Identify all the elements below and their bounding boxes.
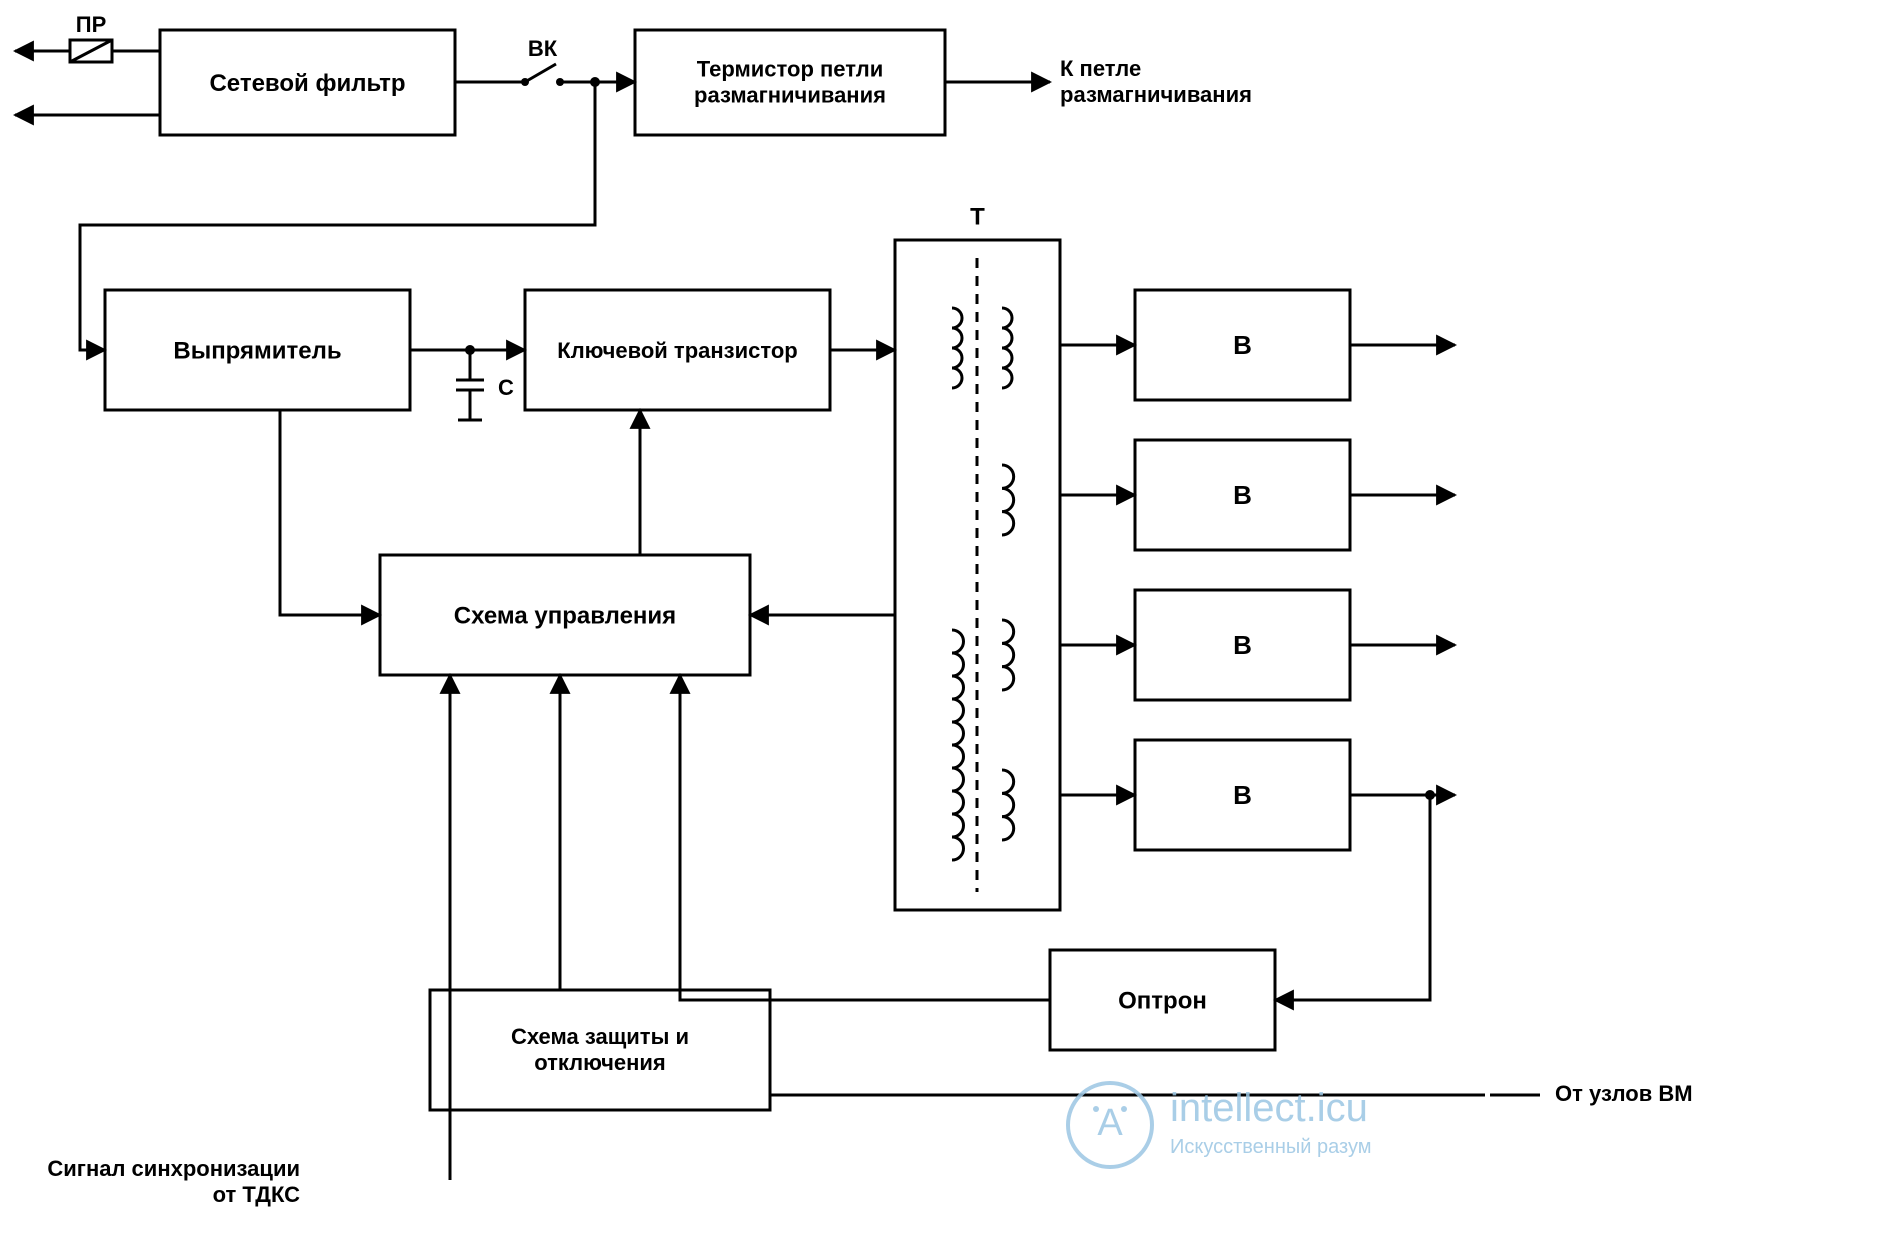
svg-text:ВК: ВК — [528, 36, 558, 61]
svg-text:В: В — [1233, 630, 1252, 660]
svg-text:Термистор петли: Термистор петли — [697, 56, 883, 81]
svg-text:Т: Т — [970, 203, 985, 230]
svg-text:От узлов ВМ: От узлов ВМ — [1555, 1081, 1693, 1106]
svg-text:Оптрон: Оптрон — [1118, 987, 1207, 1014]
svg-text:Ключевой транзистор: Ключевой транзистор — [557, 338, 797, 363]
svg-text:Сигнал синхронизации: Сигнал синхронизации — [47, 1156, 300, 1181]
block-diagram: Сетевой фильтрТермистор петлиразмагничив… — [0, 0, 1896, 1260]
watermark-brand: intellect.icu — [1170, 1086, 1368, 1130]
svg-text:К петле: К петле — [1060, 56, 1141, 81]
switch-blade — [525, 64, 556, 82]
svg-text:Выпрямитель: Выпрямитель — [173, 337, 341, 364]
svg-text:размагничивания: размагничивания — [1060, 82, 1252, 107]
svg-text:В: В — [1233, 480, 1252, 510]
svg-text:от ТДКС: от ТДКС — [213, 1182, 300, 1207]
svg-text:отключения: отключения — [534, 1050, 666, 1075]
trans-box — [895, 240, 1060, 910]
watermark-tag: Искусственный разум — [1170, 1136, 1372, 1158]
svg-text:Схема защиты и: Схема защиты и — [511, 1024, 689, 1049]
svg-text:В: В — [1233, 330, 1252, 360]
svg-text:Сетевой фильтр: Сетевой фильтр — [209, 70, 405, 97]
svg-text:Схема управления: Схема управления — [454, 602, 676, 629]
watermark-a: A — [1097, 1102, 1123, 1144]
svg-text:В: В — [1233, 780, 1252, 810]
svg-text:размагничивания: размагничивания — [694, 82, 886, 107]
svg-text:C: C — [498, 375, 514, 400]
edge-rect_to_ctrl — [280, 410, 380, 615]
svg-text:ПР: ПР — [76, 12, 107, 37]
node-dot — [1425, 790, 1435, 800]
